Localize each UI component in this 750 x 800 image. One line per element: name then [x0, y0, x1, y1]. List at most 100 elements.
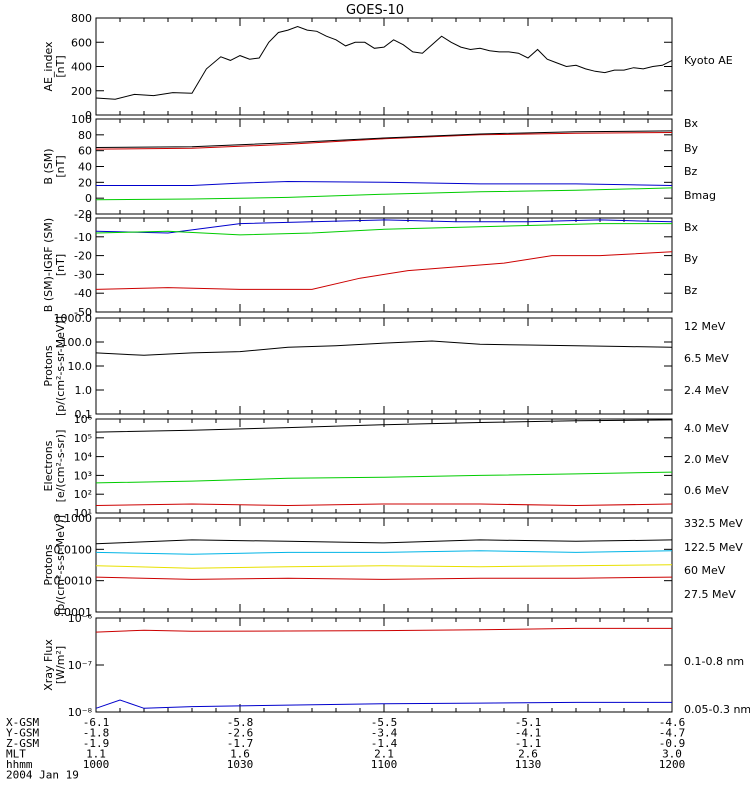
- y-tick-label: 20: [78, 176, 92, 189]
- y-axis-label: Electrons: [42, 440, 55, 491]
- series-line-27-5-mev: [95, 539, 673, 545]
- series-line-2-0-mev: [95, 471, 673, 484]
- y-tick-label: 40: [78, 161, 92, 174]
- y-tick-label: 800: [71, 12, 92, 25]
- footer-row-label: X-GSM: [6, 716, 39, 729]
- footer-value: -3.4: [371, 727, 398, 740]
- y-tick-label: 1.0: [75, 384, 93, 397]
- y-tick-label: 0.0010: [54, 575, 93, 588]
- y-tick-label: 80: [78, 129, 92, 142]
- footer-value: -4.7: [659, 727, 686, 740]
- panel-frame: [95, 17, 673, 116]
- y-axis-label: [nT]: [54, 254, 67, 276]
- panel-6: 0.0001 0.0010 0.0100 0.1000 Protons [p/(cm²-s…: [42, 512, 743, 619]
- series-line-60-mev: [95, 550, 673, 555]
- series-line-122-5-mev: [95, 564, 673, 569]
- legend-label: By: [684, 142, 699, 155]
- y-axis-label: [e/(cm²-s-sr)]: [54, 430, 67, 503]
- footer-row-label: Y-GSM: [6, 727, 39, 740]
- series-line-bz: [95, 251, 673, 290]
- y-axis-label: B (SM)-IGRF (SM): [42, 218, 55, 312]
- series-line-2-4-mev: [95, 340, 673, 356]
- series-line-0-6-mev: [95, 419, 673, 433]
- footer-value: -4.1: [515, 727, 542, 740]
- legend-label: 12 MeV: [684, 320, 726, 333]
- footer-value: 1130: [515, 758, 542, 771]
- y-tick-label: 10⁵: [74, 432, 92, 445]
- y-tick-label: 400: [71, 61, 92, 74]
- legend-label: 0.1-0.8 nm: [684, 655, 744, 668]
- footer-value: -6.1: [83, 716, 110, 729]
- series-line-0-05-0-3-nm: [95, 699, 672, 709]
- footer-value: -5.1: [515, 716, 542, 729]
- legend-label: Bx: [684, 221, 699, 234]
- figure-title: GOES-10: [346, 3, 404, 18]
- y-tick-label: 10.0: [68, 360, 93, 373]
- y-axis-label: B (SM): [42, 148, 55, 184]
- y-axis-label: [nT]: [54, 155, 67, 177]
- y-tick-label: -50: [74, 306, 92, 319]
- footer-value: -1.1: [515, 737, 542, 750]
- series-line-332-5-mev: [95, 576, 673, 580]
- footer-value: 1200: [659, 758, 686, 771]
- footer-value: 1030: [227, 758, 254, 771]
- y-tick-label: 1000.0: [54, 312, 93, 325]
- legend-label: 2.0 MeV: [684, 453, 729, 466]
- series-line-bx: [96, 180, 673, 186]
- footer-value: -5.8: [227, 716, 254, 729]
- panel-5: 10¹ 10² 10³ 10⁴ 10⁵ 10⁶ Electrons [e/(cm²-s-sr)…: [42, 413, 729, 520]
- legend-label: Kyoto AE: [684, 54, 733, 67]
- y-tick-label: 10⁻⁸: [68, 706, 93, 719]
- y-tick-label: 0.1: [75, 408, 93, 421]
- footer-value: -0.9: [659, 737, 686, 750]
- panel-2: -20 0 20 40 60 80 100 B (SM) [nT] Bx By Bz Bmag: [42, 113, 716, 221]
- footer-value: -1.7: [227, 737, 254, 750]
- footer-value: 1000: [83, 758, 110, 771]
- y-axis-label: Xray Flux: [42, 639, 55, 691]
- y-tick-label: -10: [74, 231, 92, 244]
- legend-label: 122.5 MeV: [684, 541, 743, 554]
- y-tick-label: 0: [85, 109, 92, 122]
- y-tick-label: -40: [74, 287, 92, 300]
- panel-frame: [95, 418, 673, 514]
- footer-value: 1.6: [230, 748, 250, 761]
- legend-label: 0.05-0.3 nm: [684, 703, 750, 716]
- y-tick-label: 0.1000: [54, 512, 93, 525]
- y-tick-label: 60: [78, 145, 92, 158]
- footer-value: 1100: [371, 758, 398, 771]
- series-line-by: [95, 223, 672, 236]
- series-line-bmag: [95, 130, 673, 148]
- legend-label: Bz: [684, 284, 698, 297]
- y-axis-label: [W/m²]: [54, 646, 67, 684]
- y-tick-label: 10⁶: [74, 413, 93, 426]
- panel-3: -50 -40 -30 -20 -10 0 B (SM)-IGRF (SM) [nT] Bx By…: [42, 212, 699, 319]
- y-tick-label: 600: [71, 36, 92, 49]
- y-tick-label: -30: [74, 268, 92, 281]
- legend-label: 60 MeV: [684, 564, 726, 577]
- y-tick-label: 10⁻⁷: [68, 659, 92, 672]
- panel-frame: [95, 317, 673, 415]
- footer-row-label: MLT: [6, 748, 26, 761]
- legend-label: Bz: [684, 165, 698, 178]
- y-tick-label: 100.0: [61, 336, 93, 349]
- footer-value: -1.4: [371, 737, 398, 750]
- footer-row-label: Z-GSM: [6, 737, 39, 750]
- y-tick-label: -20: [74, 208, 92, 221]
- y-axis-label: AE_index: [42, 41, 55, 92]
- footer-value: -4.6: [659, 716, 686, 729]
- footer-value: -5.5: [371, 716, 398, 729]
- y-tick-label: 0.0001: [54, 606, 93, 619]
- footer-value: 2.6: [518, 748, 538, 761]
- footer-row-label: hhmm: [6, 758, 33, 771]
- series-line-bx: [95, 219, 673, 234]
- legend-label: 2.4 MeV: [684, 384, 729, 397]
- y-tick-label: 0: [85, 212, 92, 225]
- panel-7: 10⁻⁸ 10⁻⁷ 10⁻⁶ Xray Flux [W/m²] 0.1-0.8 nm 0.0…: [42, 612, 750, 719]
- y-tick-label: 10²: [74, 488, 92, 501]
- panel-4: 0.1 1.0 10.0 100.0 1000.0 Protons [p/(cm²-s-sr…: [42, 312, 729, 421]
- footer-value: 1.1: [86, 748, 106, 761]
- series-line-by: [95, 187, 673, 201]
- y-axis-label: [p/(cm²-s-sr-MeV)]: [54, 515, 67, 615]
